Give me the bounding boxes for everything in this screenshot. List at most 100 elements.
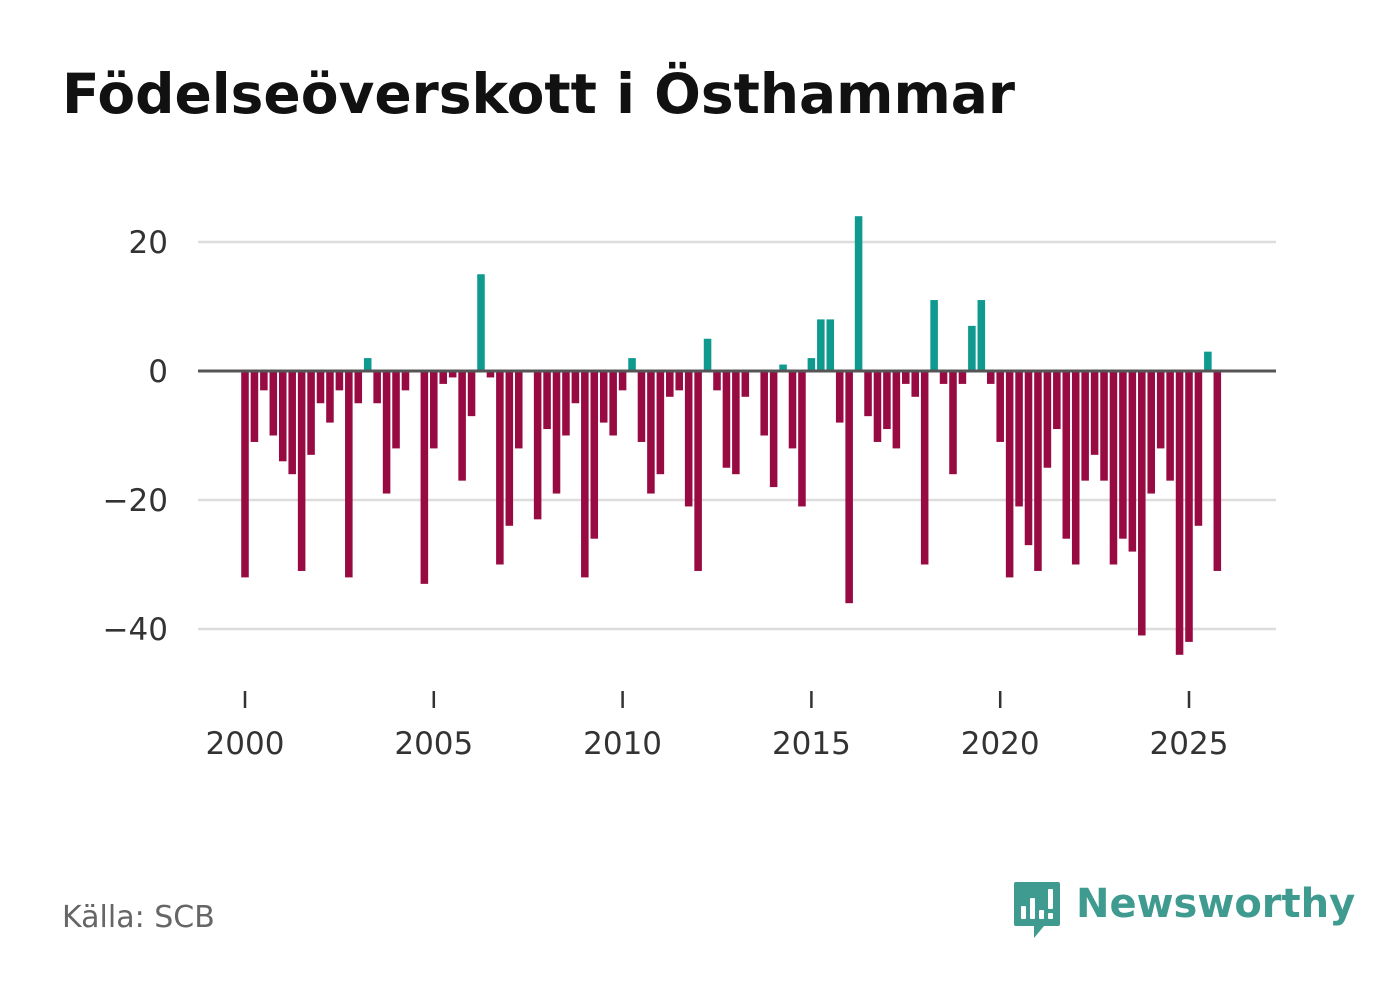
bar (873, 371, 882, 442)
chart-title: Födelseöverskott i Östhammar (62, 62, 1016, 126)
x-tick-label: 2005 (394, 726, 473, 762)
bar (241, 371, 249, 578)
bar (1081, 371, 1089, 481)
bar (1053, 371, 1061, 430)
bar (722, 371, 731, 468)
bar (552, 371, 561, 494)
bar (307, 371, 315, 455)
bar (1119, 371, 1127, 539)
bar (288, 371, 296, 475)
y-tick-label: 0 (148, 354, 168, 390)
bar (949, 371, 957, 475)
bar (392, 371, 400, 449)
bar (920, 371, 929, 565)
bar (581, 371, 589, 578)
bar (741, 371, 750, 397)
bar (514, 371, 523, 449)
bar (817, 319, 825, 371)
bar (666, 371, 674, 397)
bar (628, 358, 636, 371)
bar (1147, 371, 1156, 494)
bar (1185, 371, 1193, 642)
bar (373, 371, 381, 404)
bar (486, 371, 495, 378)
bar (1090, 371, 1099, 455)
bar (269, 371, 278, 436)
bar (1015, 371, 1023, 507)
bar (420, 371, 429, 584)
bar (496, 371, 504, 565)
x-tick-label: 2020 (961, 726, 1040, 762)
bar (363, 358, 372, 371)
bar (1128, 371, 1137, 552)
bar (477, 274, 485, 371)
bar (675, 371, 684, 391)
bar (807, 358, 816, 371)
bar (382, 371, 391, 494)
bar (1005, 371, 1014, 578)
bar (798, 371, 806, 507)
bar (883, 371, 891, 430)
bar (1062, 371, 1071, 539)
bar (637, 371, 646, 442)
y-tick-label: 20 (129, 225, 168, 261)
bar (986, 371, 995, 384)
bar (1138, 371, 1146, 636)
bar (326, 371, 334, 423)
bar (1071, 371, 1080, 565)
bar (1204, 351, 1212, 371)
axes: 20 0 −20 −40 2000 2005 2010 2015 2020 2025 (103, 225, 1229, 762)
bar (647, 371, 655, 494)
bar (977, 300, 986, 371)
newsworthy-logo-icon (1014, 882, 1060, 938)
bar (316, 371, 325, 404)
bar (1109, 371, 1118, 565)
brand-name: Newsworthy (1076, 881, 1356, 927)
bar (779, 364, 787, 371)
bar (1156, 371, 1165, 449)
bar (1043, 371, 1052, 468)
bar (684, 371, 693, 507)
bar (250, 371, 259, 442)
bar (788, 371, 797, 449)
bar (562, 371, 570, 436)
bar (656, 371, 665, 475)
bar (703, 338, 712, 371)
bar (958, 371, 967, 384)
bar (571, 371, 580, 404)
bar (1034, 371, 1042, 571)
bar (354, 371, 363, 404)
grid-lines (198, 240, 1276, 631)
bar (543, 371, 551, 430)
bar (713, 371, 721, 391)
bar (448, 371, 457, 378)
bar (297, 371, 306, 571)
bar (505, 371, 514, 526)
bar (694, 371, 702, 571)
bar (1100, 371, 1108, 481)
bar (845, 371, 853, 604)
bar (996, 371, 1004, 442)
bar (968, 325, 976, 371)
brand-logo[interactable]: Newsworthy (1012, 880, 1355, 942)
bar (854, 216, 863, 371)
bar (458, 371, 466, 481)
bar (599, 371, 608, 423)
bar (769, 371, 778, 488)
x-tick-label: 2025 (1150, 726, 1229, 762)
bar (278, 371, 287, 462)
bar (430, 371, 438, 449)
bar (835, 371, 844, 423)
bar (618, 371, 627, 391)
bar (260, 371, 268, 391)
bar (1175, 371, 1184, 655)
bar (335, 371, 344, 391)
bar (467, 371, 476, 417)
bar (1213, 371, 1222, 571)
x-tick-label: 2000 (206, 726, 285, 762)
bar (533, 371, 542, 520)
bar (590, 371, 599, 539)
bar (930, 300, 938, 371)
x-tick-label: 2010 (583, 726, 662, 762)
